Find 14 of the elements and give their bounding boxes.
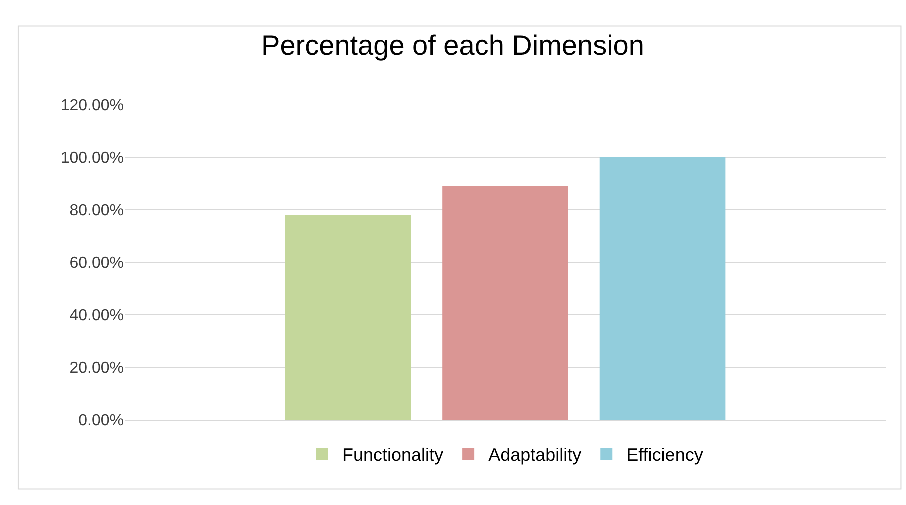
legend-label: Adaptability bbox=[488, 444, 582, 465]
legend-label: Efficiency bbox=[626, 444, 704, 465]
y-tick-label: 0.00% bbox=[78, 412, 124, 430]
y-tick-label: 60.00% bbox=[70, 255, 124, 272]
y-tick-label: 120.00% bbox=[60, 98, 124, 115]
bar bbox=[600, 158, 726, 420]
legend-label: Functionality bbox=[342, 444, 444, 465]
chart-title: Percentage of each Dimension bbox=[262, 30, 644, 61]
y-tick-label: 80.00% bbox=[70, 202, 124, 220]
bar bbox=[442, 186, 568, 420]
y-tick-label: 40.00% bbox=[70, 308, 124, 325]
bar bbox=[285, 215, 412, 420]
y-tick-label: 100.00% bbox=[60, 150, 124, 168]
y-tick-label: 20.00% bbox=[70, 360, 124, 378]
